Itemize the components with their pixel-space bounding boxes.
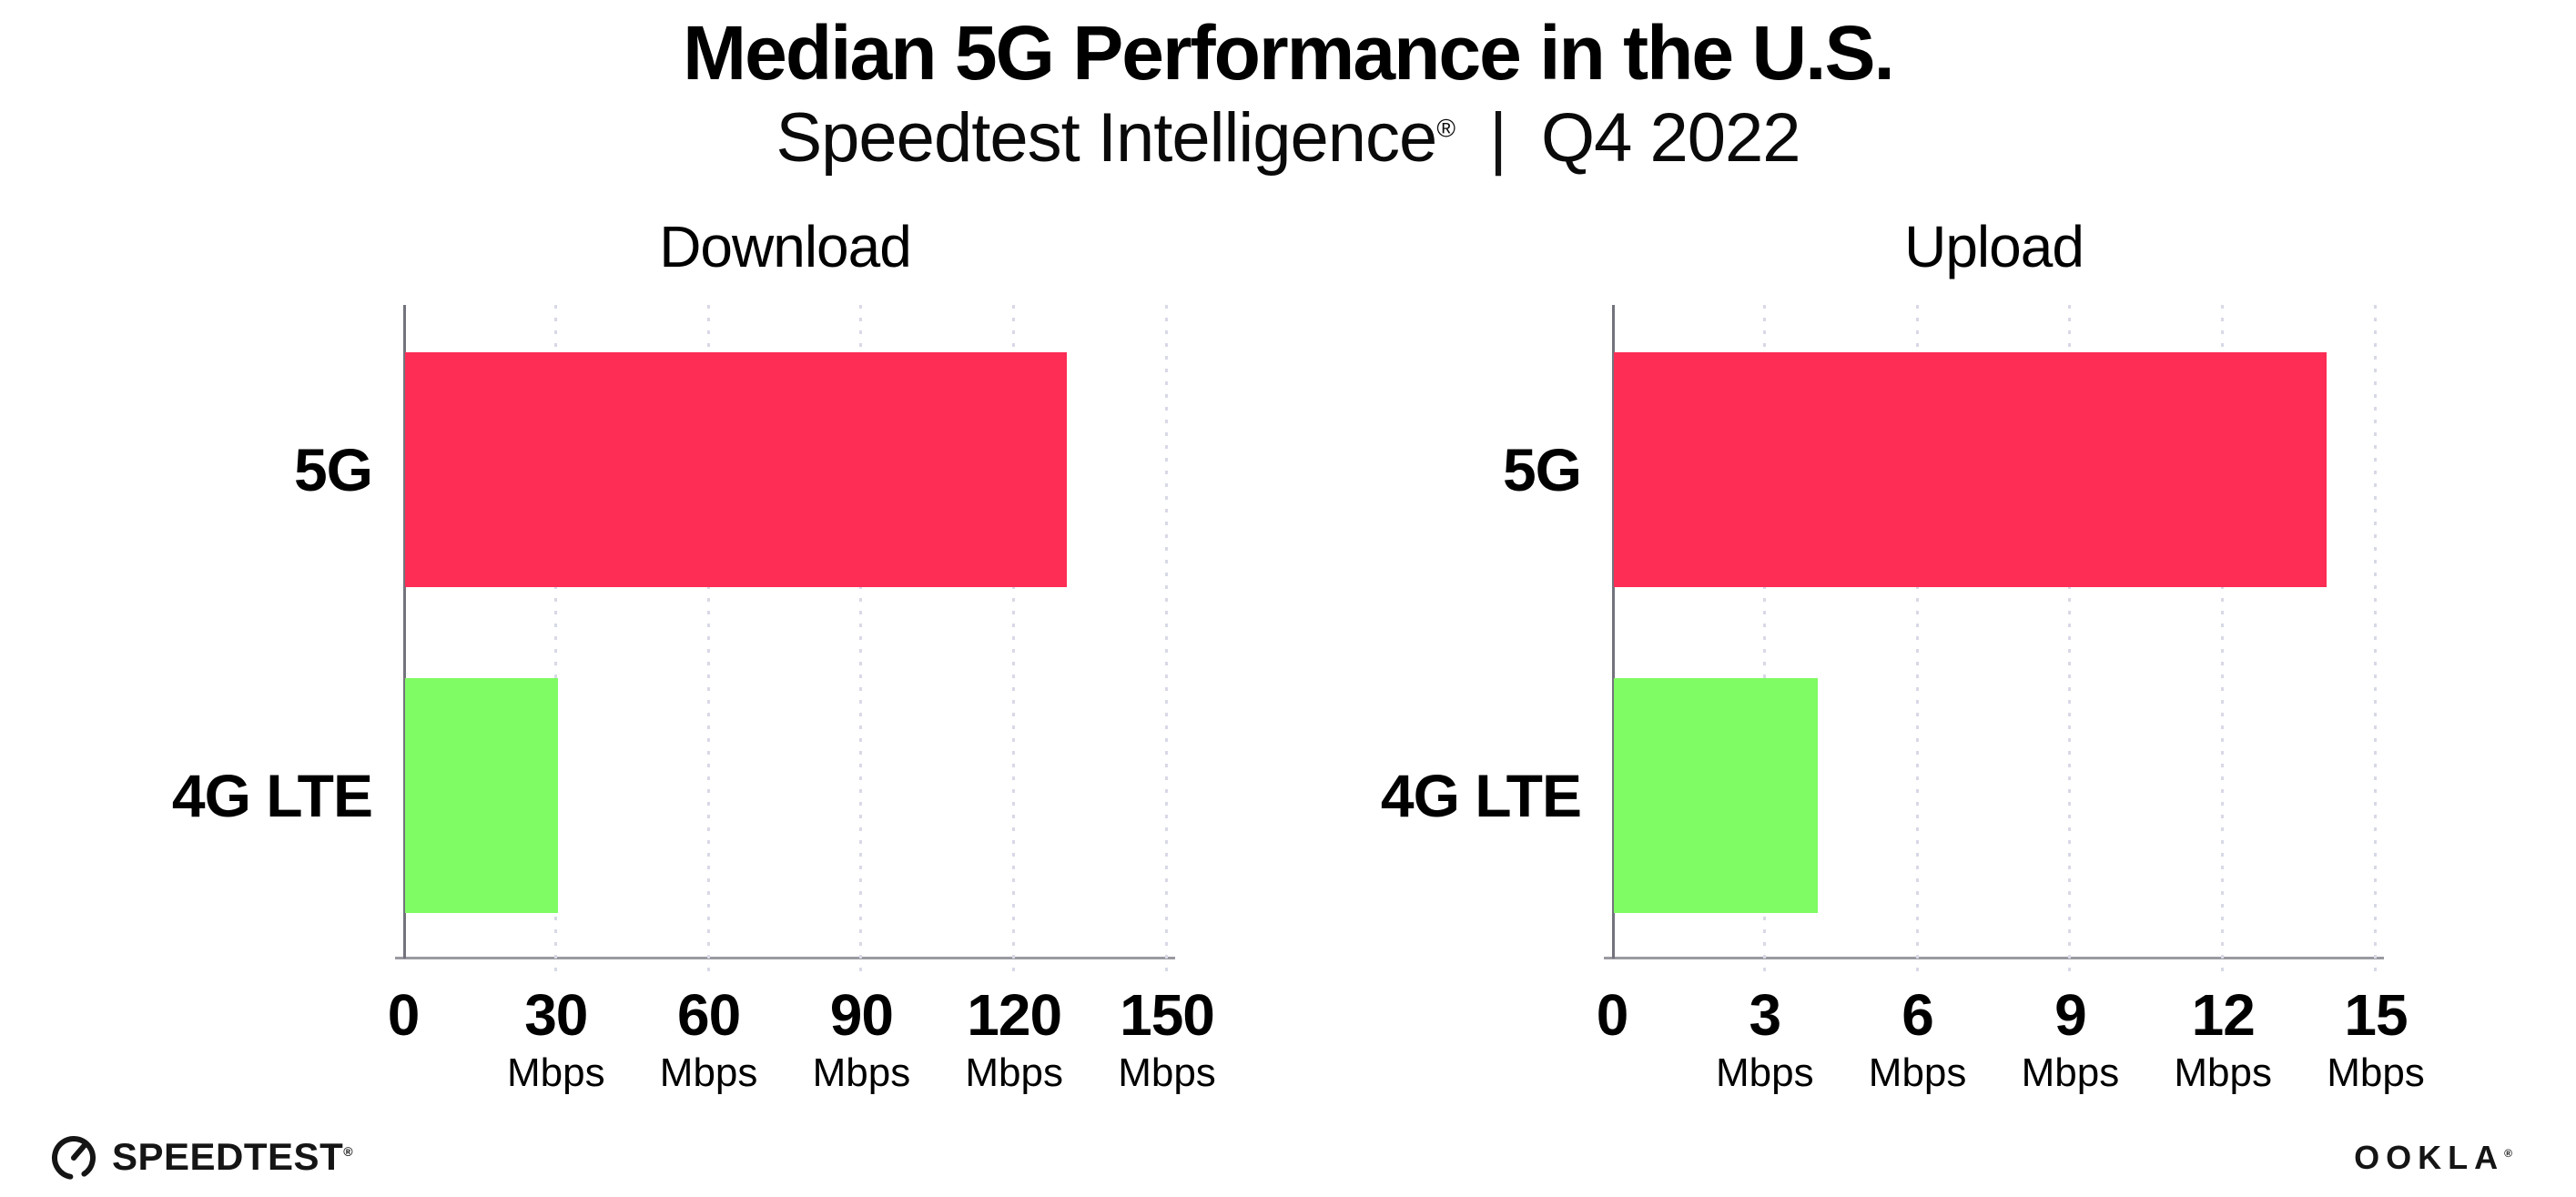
gridline [1762,305,1766,973]
gridline [1915,305,1919,973]
y-axis-label-4g-lte: 4G LTE [1380,762,1582,829]
tick-unit: Mbps [1868,1050,1967,1095]
tick-number: 0 [1596,982,1629,1048]
tick-unit: Mbps [2174,1050,2272,1095]
page-title: Median 5G Performance in the U.S. [683,10,1895,96]
bar-4g-lte-upload [1614,678,1818,913]
x-tick: 120 Mbps [965,986,1063,1095]
x-tick: 12 Mbps [2174,986,2272,1095]
ookla-wordmark: OOKLA® [2354,1139,2512,1176]
subtitle-product: Speedtest Intelligence [776,99,1437,178]
tick-unit: Mbps [965,1050,1063,1095]
registered-mark: ® [343,1144,354,1159]
x-tick: 0 [387,982,421,1048]
tick-unit: Mbps [812,1050,911,1095]
x-axis-line [395,957,1175,959]
plot-area-download: 5G 4G LTE 0 30 Mbps 60 Mbps 90 Mbps 120 Mbps… [172,305,1216,1095]
tick-number: 15 [2344,982,2408,1048]
ookla-logo: OOKLA® [2354,1139,2512,1177]
gridline [553,305,557,973]
y-axis-label-5g: 5G [1502,436,1582,503]
tick-number: 12 [2191,982,2256,1048]
x-tick: 60 Mbps [660,986,758,1095]
x-tick: 15 Mbps [2327,986,2425,1095]
subtitle-divider: | [1489,99,1507,178]
gridline [1012,305,1016,973]
gridline [706,305,710,973]
y-axis-label-4g-lte: 4G LTE [171,762,373,829]
speedtest-logo: SPEEDTEST® [50,1133,353,1181]
gridline [2374,305,2377,973]
gridlines [403,305,1168,973]
tick-number: 0 [387,982,421,1048]
tick-number: 90 [829,982,894,1048]
registered-mark: ® [1436,114,1455,143]
tick-number: 120 [967,982,1062,1048]
x-tick: 3 Mbps [1716,986,1814,1095]
x-tick: 9 Mbps [2022,986,2120,1095]
x-tick: 150 Mbps [1118,986,1216,1095]
bar-5g-download [405,352,1068,587]
tick-number: 150 [1120,982,1215,1048]
y-axis-label-5g: 5G [293,436,373,503]
panel-title-upload: Upload [1904,214,2084,279]
bar-4g-lte-download [405,678,558,913]
tick-number: 60 [677,982,741,1048]
gridline [2068,305,2072,973]
figure-header: Median 5G Performance in the U.S. Speedt… [0,0,2576,175]
gridline [1165,305,1168,973]
gridlines [1612,305,2377,973]
tick-unit: Mbps [659,1050,758,1095]
x-tick: 30 Mbps [507,986,605,1095]
page-subtitle: Speedtest Intelligence® | Q4 2022 [0,102,2576,175]
subtitle-period: Q4 2022 [1540,99,1801,178]
tick-number: 30 [524,982,588,1048]
x-axis-line [1604,957,2384,959]
y-axis-line [1612,305,1615,959]
plot-area-upload: 5G 4G LTE 0 3 Mbps 6 Mbps 9 Mbps 12 Mbps 15 M… [1381,305,2425,1095]
x-tick: 6 Mbps [1869,986,1967,1095]
registered-mark: ® [2504,1147,2512,1160]
y-axis-line [403,305,406,959]
tick-unit: Mbps [2327,1050,2425,1095]
tick-unit: Mbps [507,1050,605,1095]
gauge-icon [52,1136,96,1180]
tick-unit: Mbps [2021,1050,2120,1095]
panel-title-download: Download [659,214,912,279]
x-tick: 0 [1596,982,1629,1048]
tick-number: 9 [2054,982,2087,1048]
gridline [2221,305,2225,973]
tick-unit: Mbps [1118,1050,1216,1095]
gridline [859,305,863,973]
speedtest-wordmark: SPEEDTEST® [112,1135,354,1178]
x-tick: 90 Mbps [813,986,911,1095]
bar-5g-upload [1614,352,2328,587]
tick-number: 3 [1749,982,1782,1048]
tick-number: 6 [1902,982,1934,1048]
tick-unit: Mbps [1716,1050,1814,1095]
